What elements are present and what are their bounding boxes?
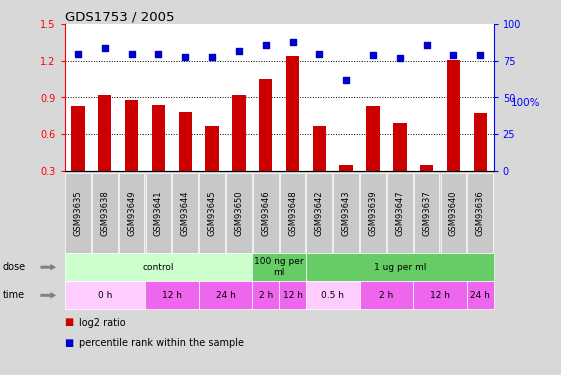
- Text: GSM93638: GSM93638: [100, 190, 109, 236]
- Text: 2 h: 2 h: [379, 291, 393, 300]
- Point: [342, 77, 351, 83]
- Point: [181, 54, 190, 60]
- Bar: [366, 106, 380, 171]
- Text: 1 ug per ml: 1 ug per ml: [374, 262, 426, 272]
- Point: [396, 55, 404, 61]
- Text: time: time: [3, 290, 25, 300]
- Bar: [420, 165, 433, 171]
- Point: [154, 51, 163, 57]
- Text: 2 h: 2 h: [259, 291, 273, 300]
- Point: [422, 42, 431, 48]
- Text: dose: dose: [3, 262, 26, 272]
- Text: ■: ■: [65, 338, 73, 348]
- Text: percentile rank within the sample: percentile rank within the sample: [79, 338, 243, 348]
- Bar: [151, 105, 165, 171]
- Bar: [98, 95, 112, 171]
- Bar: [205, 126, 219, 171]
- Point: [234, 48, 243, 54]
- Text: GSM93642: GSM93642: [315, 190, 324, 236]
- Point: [369, 52, 378, 58]
- Point: [127, 51, 136, 57]
- Text: 0.5 h: 0.5 h: [321, 291, 344, 300]
- Point: [208, 54, 217, 60]
- Y-axis label: 100%: 100%: [511, 98, 540, 108]
- Point: [100, 45, 109, 51]
- Text: ■: ■: [65, 318, 73, 327]
- Point: [315, 51, 324, 57]
- Text: 12 h: 12 h: [162, 291, 182, 300]
- Point: [73, 51, 82, 57]
- Bar: [125, 100, 138, 171]
- Bar: [178, 112, 192, 171]
- Text: GSM93644: GSM93644: [181, 190, 190, 236]
- Bar: [71, 106, 85, 171]
- Point: [288, 39, 297, 45]
- Text: log2 ratio: log2 ratio: [79, 318, 125, 327]
- Bar: [232, 95, 246, 171]
- Bar: [393, 123, 407, 171]
- Bar: [286, 56, 299, 171]
- Text: GSM93635: GSM93635: [73, 190, 82, 236]
- Text: GSM93649: GSM93649: [127, 190, 136, 236]
- Point: [476, 52, 485, 58]
- Text: 12 h: 12 h: [430, 291, 450, 300]
- Text: GSM93650: GSM93650: [234, 190, 243, 236]
- Text: GSM93647: GSM93647: [396, 190, 404, 236]
- Text: control: control: [142, 262, 174, 272]
- Text: GSM93636: GSM93636: [476, 190, 485, 236]
- Text: GSM93639: GSM93639: [369, 190, 378, 236]
- Bar: [339, 165, 353, 171]
- Bar: [259, 79, 273, 171]
- Text: 0 h: 0 h: [98, 291, 112, 300]
- Text: GSM93645: GSM93645: [208, 190, 217, 236]
- Text: GSM93646: GSM93646: [261, 190, 270, 236]
- Text: 12 h: 12 h: [283, 291, 302, 300]
- Text: GDS1753 / 2005: GDS1753 / 2005: [65, 10, 174, 23]
- Point: [449, 52, 458, 58]
- Point: [261, 42, 270, 48]
- Text: GSM93637: GSM93637: [422, 190, 431, 236]
- Text: GSM93648: GSM93648: [288, 190, 297, 236]
- Text: GSM93640: GSM93640: [449, 190, 458, 236]
- Text: 24 h: 24 h: [215, 291, 236, 300]
- Text: 100 ng per
ml: 100 ng per ml: [254, 258, 304, 277]
- Text: GSM93643: GSM93643: [342, 190, 351, 236]
- Bar: [473, 113, 487, 171]
- Bar: [312, 126, 326, 171]
- Bar: [447, 60, 460, 171]
- Text: 24 h: 24 h: [470, 291, 490, 300]
- Text: GSM93641: GSM93641: [154, 190, 163, 236]
